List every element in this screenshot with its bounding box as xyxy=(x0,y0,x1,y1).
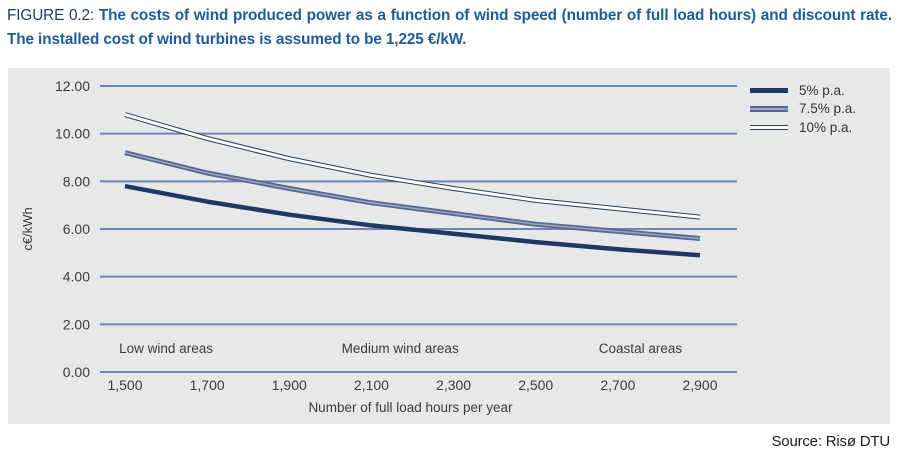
figure-label: FIGURE 0.2: xyxy=(7,7,95,24)
figure-caption: FIGURE 0.2: The costs of wind produced p… xyxy=(7,4,892,51)
svg-text:Coastal areas: Coastal areas xyxy=(599,341,683,356)
chart-panel: 0.00 2.00 4.00 6.00 8.00 10.00 12.00 1,500 1,700… xyxy=(8,68,890,424)
legend-label: 5% p.a. xyxy=(799,82,845,98)
figure-caption-text: The costs of wind produced power as a fu… xyxy=(7,7,892,48)
legend-item-5pct: 5% p.a. xyxy=(750,81,856,100)
legend-line-swatch-7-5pct xyxy=(750,105,788,112)
svg-text:1,700: 1,700 xyxy=(190,377,225,393)
svg-text:2,500: 2,500 xyxy=(518,377,553,393)
legend-label: 7.5% p.a. xyxy=(799,101,857,117)
svg-text:12.00: 12.00 xyxy=(55,78,90,94)
legend-item-10pct: 10% p.a. xyxy=(750,118,856,137)
chart-legend: 5% p.a. 7.5% p.a. 10% p.a. xyxy=(750,81,856,137)
svg-text:2,100: 2,100 xyxy=(354,377,389,393)
svg-text:6.00: 6.00 xyxy=(63,221,90,237)
chart-svg: 0.00 2.00 4.00 6.00 8.00 10.00 12.00 1,500 1,700… xyxy=(20,78,737,415)
legend-label: 10% p.a. xyxy=(799,119,853,135)
legend-line-swatch-5pct xyxy=(750,88,788,93)
svg-text:2,700: 2,700 xyxy=(600,377,635,393)
svg-text:c€/kWh: c€/kWh xyxy=(20,207,35,250)
source-text: Source: Risø DTU xyxy=(771,433,891,450)
svg-text:2.00: 2.00 xyxy=(63,316,90,332)
svg-text:Medium wind areas: Medium wind areas xyxy=(342,341,459,356)
svg-text:1,900: 1,900 xyxy=(272,377,307,393)
svg-text:1,500: 1,500 xyxy=(107,377,142,393)
svg-text:4.00: 4.00 xyxy=(63,269,90,285)
svg-text:2,900: 2,900 xyxy=(682,377,717,393)
svg-text:Number of full load hours per: Number of full load hours per year xyxy=(308,400,513,415)
svg-text:2,300: 2,300 xyxy=(436,377,471,393)
svg-text:10.00: 10.00 xyxy=(55,126,90,142)
svg-text:8.00: 8.00 xyxy=(63,173,90,189)
svg-text:0.00: 0.00 xyxy=(63,364,90,380)
legend-item-7-5pct: 7.5% p.a. xyxy=(750,100,856,119)
svg-text:Low wind areas: Low wind areas xyxy=(119,341,213,356)
legend-line-swatch-10pct xyxy=(750,124,788,130)
